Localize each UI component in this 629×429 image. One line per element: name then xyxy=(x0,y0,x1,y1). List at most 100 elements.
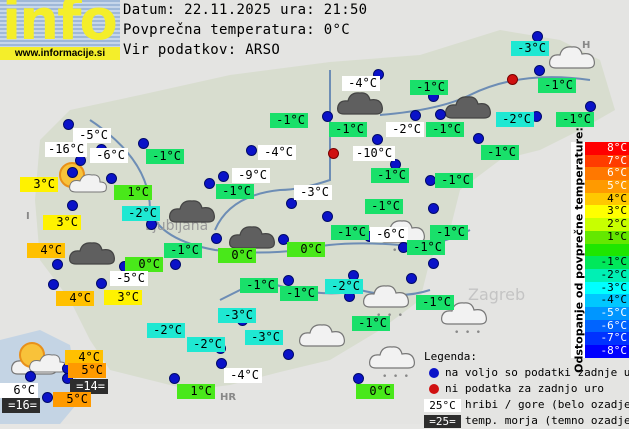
station-no-data-marker[interactable] xyxy=(328,148,339,159)
sun-cloud-icon xyxy=(18,340,70,378)
station-temperature-label: -9°C xyxy=(232,168,270,183)
station-marker[interactable] xyxy=(322,111,333,122)
station-marker[interactable] xyxy=(170,259,181,270)
station-temperature-label: -5°C xyxy=(73,128,111,143)
station-no-data-marker[interactable] xyxy=(507,74,518,85)
station-temperature-label: -1°C xyxy=(240,278,278,293)
station-temperature-label: -1°C xyxy=(280,286,318,301)
station-marker[interactable] xyxy=(216,358,227,369)
station-marker[interactable] xyxy=(534,65,545,76)
scale-step xyxy=(585,243,629,257)
station-temperature-label: -1°C xyxy=(416,295,454,310)
station-temperature-label: -1°C xyxy=(352,316,390,331)
station-temperature-label: -2°C xyxy=(187,337,225,352)
station-marker[interactable] xyxy=(410,110,421,121)
station-temperature-label: 0°C xyxy=(218,248,256,263)
station-marker[interactable] xyxy=(67,200,78,211)
station-temperature-label: -1°C xyxy=(164,243,202,258)
station-marker[interactable] xyxy=(473,133,484,144)
station-temperature-label: -3°C xyxy=(511,41,549,56)
scale-step: -1°C xyxy=(585,255,629,269)
station-marker[interactable] xyxy=(48,279,59,290)
scale-step: 7°C xyxy=(585,154,629,168)
cloud-icon xyxy=(548,42,598,86)
station-marker[interactable] xyxy=(585,101,596,112)
sea-temperature-label: =16= xyxy=(2,398,40,413)
station-marker[interactable] xyxy=(96,278,107,289)
station-marker[interactable] xyxy=(67,167,78,178)
station-marker[interactable] xyxy=(106,173,117,184)
station-temperature-label: -4°C xyxy=(224,368,262,383)
sea-temperature-label: =14= xyxy=(70,379,108,394)
cloud-icon xyxy=(168,196,218,240)
station-marker[interactable] xyxy=(435,109,446,120)
slovenia-area xyxy=(35,30,615,390)
station-marker[interactable] xyxy=(42,392,53,403)
station-temperature-label: -2°C xyxy=(386,122,424,137)
station-temperature-label: 3°C xyxy=(43,215,81,230)
sun-cloud-icon xyxy=(58,160,110,198)
scale-step: -6°C xyxy=(585,319,629,333)
scale-step: 5°C xyxy=(585,179,629,193)
station-temperature-label: -4°C xyxy=(258,145,296,160)
station-marker[interactable] xyxy=(372,134,383,145)
date-line: Datum: 22.11.2025 ura: 21:50 xyxy=(123,2,368,18)
station-temperature-label: -1°C xyxy=(331,225,369,240)
station-temperature-label: -6°C xyxy=(90,148,128,163)
station-marker[interactable] xyxy=(322,211,333,222)
scale-step: 2°C xyxy=(585,217,629,231)
station-marker[interactable] xyxy=(211,233,222,244)
station-temperature-label: -1°C xyxy=(481,145,519,160)
station-marker[interactable] xyxy=(169,373,180,384)
station-marker[interactable] xyxy=(25,371,36,382)
scale-step: -2°C xyxy=(585,268,629,282)
station-marker[interactable] xyxy=(428,258,439,269)
cloud-icon xyxy=(68,238,118,282)
station-marker[interactable] xyxy=(353,373,364,384)
cloud-icon xyxy=(298,320,348,364)
station-marker[interactable] xyxy=(246,145,257,156)
station-marker[interactable] xyxy=(204,178,215,189)
station-temperature-label: 3°C xyxy=(104,290,142,305)
station-marker[interactable] xyxy=(283,275,294,286)
legend-missing: ni podatka za zadnjo uro xyxy=(445,382,604,395)
station-temperature-label: -1°C xyxy=(146,149,184,164)
station-marker[interactable] xyxy=(286,198,297,209)
station-temperature-label: -2°C xyxy=(147,323,185,338)
legend-mountain-sample: 25°C xyxy=(424,398,461,412)
scale-step: -5°C xyxy=(585,306,629,320)
station-temperature-label: -3°C xyxy=(245,330,283,345)
station-temperature-label: -1°C xyxy=(365,199,403,214)
station-marker[interactable] xyxy=(278,234,289,245)
station-temperature-label: -1°C xyxy=(216,184,254,199)
station-marker[interactable] xyxy=(62,373,73,384)
station-temperature-label: -1°C xyxy=(407,240,445,255)
scale-step: 3°C xyxy=(585,205,629,219)
average-temperature: Povprečna temperatura: 0°C xyxy=(123,22,350,38)
legend-available: na voljo so podatki zadnje ure xyxy=(445,366,629,379)
station-marker[interactable] xyxy=(218,171,229,182)
scale-step: 8°C xyxy=(585,141,629,155)
station-temperature-label: -5°C xyxy=(110,271,148,286)
station-temperature-label: 6°C xyxy=(0,383,38,398)
station-marker[interactable] xyxy=(406,273,417,284)
station-temperature-label: -2°C xyxy=(496,112,534,127)
scale-step: -3°C xyxy=(585,281,629,295)
scale-step: 4°C xyxy=(585,192,629,206)
data-source: Vir podatkov: ARSO xyxy=(123,42,281,58)
station-temperature-label: 4°C xyxy=(65,350,103,365)
logo[interactable]: info www.informacije.si xyxy=(0,0,120,60)
station-temperature-label: -1°C xyxy=(270,113,308,128)
red-dot-icon xyxy=(429,384,439,394)
station-marker[interactable] xyxy=(63,119,74,130)
station-marker[interactable] xyxy=(428,203,439,214)
station-temperature-label: -1°C xyxy=(410,80,448,95)
station-marker[interactable] xyxy=(283,349,294,360)
station-marker[interactable] xyxy=(52,259,63,270)
station-temperature-label: -1°C xyxy=(329,122,367,137)
station-temperature-label: -2°C xyxy=(122,206,160,221)
cloud-icon xyxy=(228,222,278,266)
station-marker[interactable] xyxy=(138,138,149,149)
logo-url[interactable]: www.informacije.si xyxy=(0,47,120,60)
